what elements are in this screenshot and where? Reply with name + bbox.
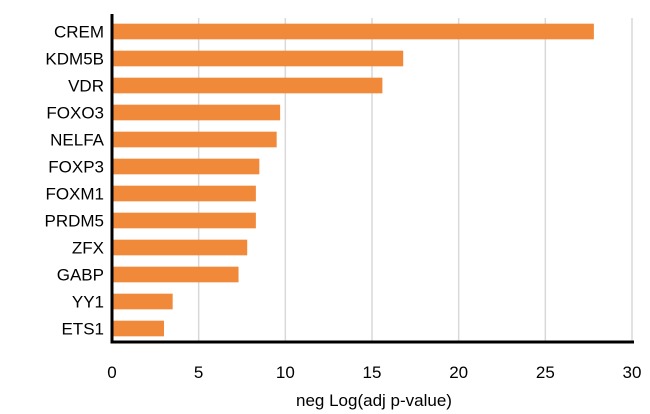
category-label: CREM <box>54 23 104 42</box>
category-label: GABP <box>57 266 104 285</box>
bar-foxo3 <box>112 104 281 121</box>
x-tick-label: 10 <box>276 363 295 382</box>
x-tick-label: 5 <box>194 363 203 382</box>
category-labels: CREM KDM5B VDR FOXO3 NELFA FOXP3 FOXM1 PRDM5 ZFX… <box>44 23 104 339</box>
x-tick-label: 15 <box>363 363 382 382</box>
category-label: NELFA <box>50 131 105 150</box>
x-tick-label: 20 <box>449 363 468 382</box>
x-tick-label: 30 <box>623 363 642 382</box>
bars <box>112 23 594 337</box>
bar-prdm5 <box>112 212 256 229</box>
bar-crem <box>112 23 594 40</box>
category-label: FOXP3 <box>48 158 104 177</box>
bar-vdr <box>112 77 383 94</box>
bar-kdm5b <box>112 50 404 67</box>
bar-foxm1 <box>112 185 256 202</box>
x-tick-label: 0 <box>107 363 116 382</box>
bar-ets1 <box>112 320 164 337</box>
category-label: FOXO3 <box>46 104 104 123</box>
category-label: KDM5B <box>45 50 104 69</box>
bar-zfx <box>112 239 248 256</box>
category-label: ZFX <box>72 239 104 258</box>
category-label: PRDM5 <box>44 212 104 231</box>
x-tick-labels: 0 5 10 15 20 25 30 <box>107 363 641 382</box>
bar-gabp <box>112 266 239 283</box>
bar-foxp3 <box>112 158 260 175</box>
category-label: ETS1 <box>61 320 104 339</box>
x-axis-title: neg Log(adj p-value) <box>296 391 452 410</box>
gridlines <box>197 18 633 342</box>
category-label: YY1 <box>72 293 104 312</box>
bar-yy1 <box>112 293 173 310</box>
category-label: VDR <box>68 77 104 96</box>
x-tick-label: 25 <box>536 363 555 382</box>
bar-nelfa <box>112 131 277 148</box>
category-label: FOXM1 <box>45 185 104 204</box>
axes <box>110 14 634 344</box>
